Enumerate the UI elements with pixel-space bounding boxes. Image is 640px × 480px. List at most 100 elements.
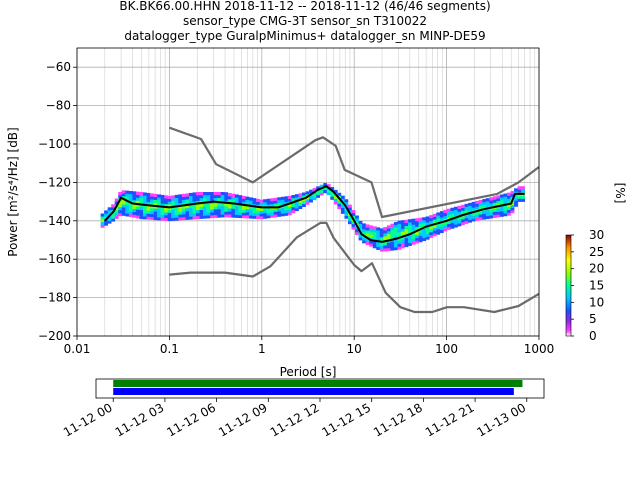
colorbar-tick-label: 20 (589, 262, 604, 276)
density-cell (390, 241, 395, 245)
density-cell (365, 241, 370, 245)
density-cell (104, 219, 108, 223)
density-cell (185, 210, 190, 215)
density-cell (450, 213, 455, 217)
density-cell (118, 209, 123, 214)
density-cell (344, 210, 349, 214)
density-cell (266, 201, 271, 205)
density-cell (241, 209, 246, 213)
density-cell (196, 215, 200, 220)
density-cell (142, 192, 147, 196)
density-cell (464, 215, 469, 219)
density-cell (181, 196, 186, 200)
density-cell (107, 209, 112, 213)
density-cell (132, 200, 137, 204)
density-cell (203, 209, 207, 213)
title-line-2: sensor_type CMG-3T sensor_sn T310022 (183, 14, 427, 28)
density-cell (263, 204, 267, 208)
density-cell (157, 194, 161, 198)
density-cell (461, 221, 465, 226)
density-cell (291, 197, 296, 202)
density-cell (104, 213, 108, 217)
density-cell (196, 206, 200, 211)
density-cell (206, 194, 211, 199)
density-cell (185, 207, 190, 212)
density-cell (153, 193, 158, 198)
density-cell (418, 223, 423, 228)
density-cell (217, 197, 222, 201)
density-cell (210, 203, 214, 207)
density-cell (464, 206, 469, 210)
density-cell (337, 192, 342, 196)
density-cell (171, 195, 176, 199)
density-cell (280, 213, 285, 217)
density-cell (125, 213, 130, 217)
density-cell (287, 198, 292, 202)
density-cell (499, 194, 504, 198)
density-cell (468, 205, 472, 209)
density-cell (302, 195, 306, 199)
density-cell (446, 226, 451, 230)
density-cell (266, 206, 271, 211)
density-cell (291, 203, 296, 208)
density-cell (270, 201, 275, 205)
density-cell (171, 217, 176, 221)
density-cell (340, 210, 345, 214)
colorbar: 0 5 10 15 20 25 30 (565, 228, 604, 343)
density-cell (517, 186, 522, 190)
density-cell (347, 221, 352, 225)
density-cell (146, 207, 151, 211)
density-cell (164, 217, 169, 221)
density-cell (393, 227, 398, 231)
density-cell (514, 203, 518, 207)
density-cell (489, 209, 494, 213)
density-cell (393, 233, 398, 237)
density-cell (454, 209, 458, 213)
x-tick-label: 1000 (524, 342, 555, 356)
density-cell (167, 206, 172, 210)
density-cell (489, 212, 494, 216)
coverage-tick-label: 11-12 21 (423, 400, 477, 439)
coverage-bar-top (113, 380, 523, 387)
density-cell (266, 212, 271, 216)
density-cell (224, 194, 229, 199)
density-cell (171, 214, 176, 219)
density-cell (372, 242, 377, 246)
density-cell (171, 198, 176, 202)
density-cell (174, 217, 179, 221)
density-cell (372, 237, 377, 241)
density-cell (178, 211, 183, 215)
density-cell (422, 223, 427, 227)
density-cell (125, 201, 130, 206)
density-cell (203, 194, 207, 199)
density-cell (256, 213, 260, 217)
density-cell (245, 215, 250, 219)
density-cell (100, 213, 105, 217)
density-cell (386, 245, 391, 249)
density-cell (142, 195, 147, 199)
density-cell (362, 237, 366, 241)
density-cell (337, 200, 342, 204)
density-cell (277, 200, 282, 204)
density-cell (355, 229, 359, 233)
density-cell (369, 240, 374, 244)
density-cell (150, 199, 154, 203)
density-cell (188, 198, 193, 203)
density-cell (404, 231, 409, 236)
density-cell (199, 215, 204, 219)
density-cell (422, 228, 427, 233)
density-cell (128, 205, 133, 209)
density-cell (358, 237, 363, 241)
density-cell (252, 212, 257, 216)
density-cell (125, 193, 130, 197)
density-cell (514, 197, 518, 201)
density-cell (333, 189, 338, 194)
density-cell (259, 210, 264, 214)
density-cell (316, 194, 321, 198)
density-cell (192, 204, 197, 208)
density-cell (298, 193, 303, 197)
density-cell (517, 189, 522, 193)
density-cell (478, 205, 483, 209)
density-cell (142, 210, 147, 214)
density-cell (393, 244, 398, 248)
